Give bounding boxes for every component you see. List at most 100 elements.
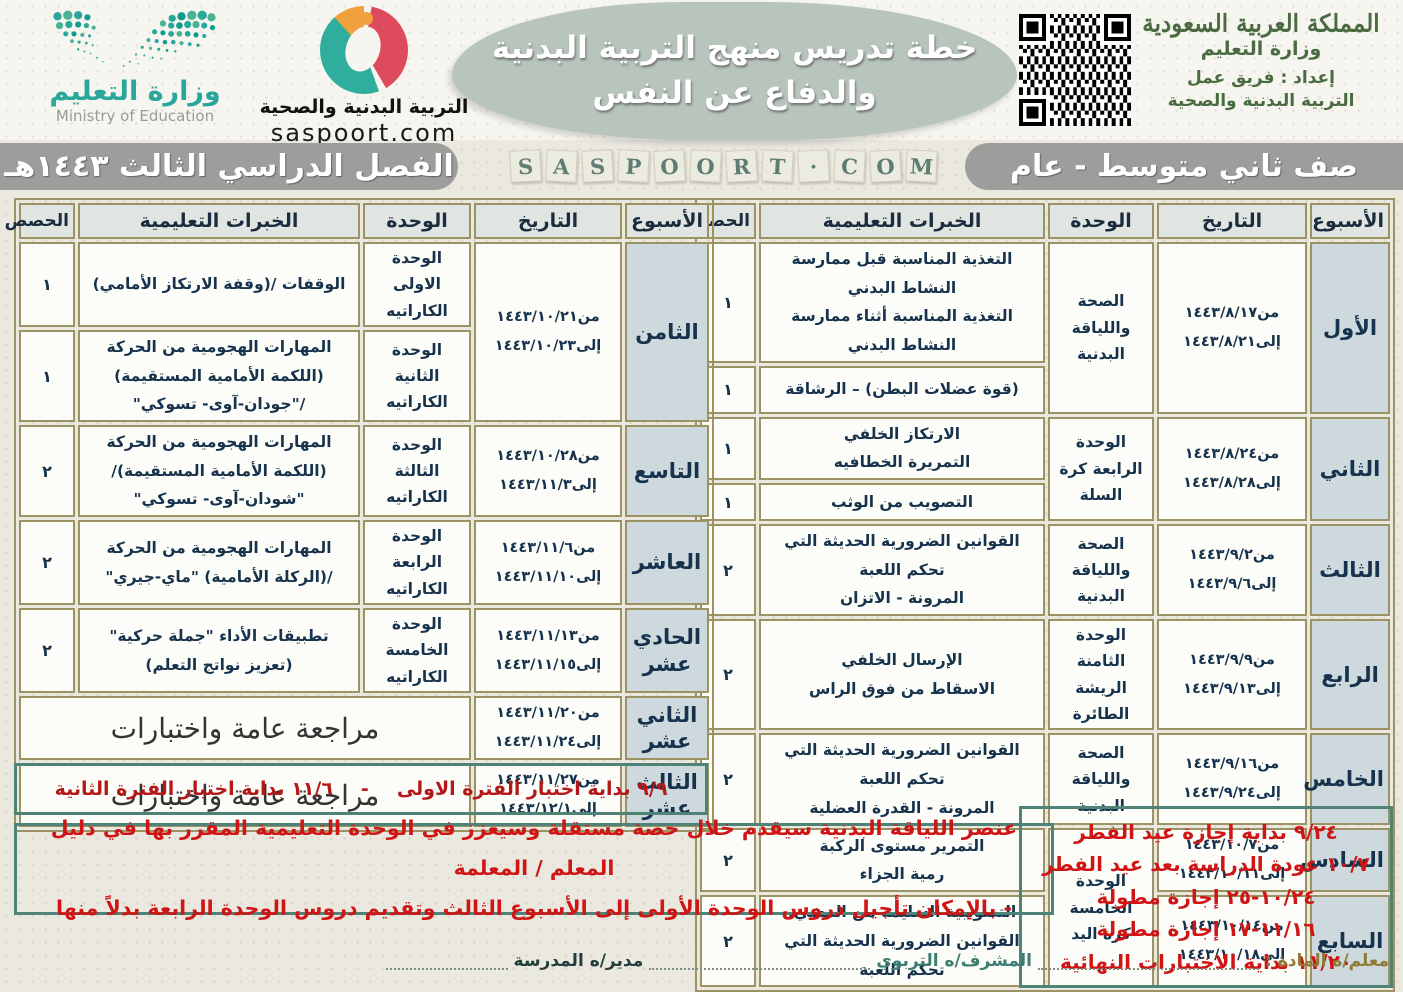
exam-note-first: ٩/٩ بداية اختبار الفترة الاولى	[396, 778, 668, 800]
fitness-note-line1: عنصر اللياقة البدنية سيقدم خلال حصة مستق…	[50, 816, 1018, 881]
col-header-unit: الوحدة	[1048, 203, 1154, 239]
signature-line	[649, 953, 871, 970]
ministry-of-education-logo: وزارة التعليم Ministry of Education	[17, 8, 253, 125]
experience-cell: التمرير مستوى الركبة رمية الجزاء	[759, 828, 1045, 893]
watermark-letter: A	[544, 149, 578, 183]
col-header-experiences: الخبرات التعليمية	[78, 203, 360, 239]
watermark-letter: S	[508, 149, 542, 183]
date-cell: من١٤٤٣/١٠/٢١ إلى١٤٤٣/١٠/٢٣	[474, 242, 622, 423]
holiday-line: ١١/٢٠ بداية الاختبارات النهائية	[1059, 949, 1353, 974]
signature-line	[385, 953, 508, 970]
signature-footer: معلم/ه المادة : المشرف/ه التربوي مدير/ه …	[380, 944, 1389, 978]
watermark-letter: P	[616, 149, 650, 183]
periods-cell: ٢	[700, 733, 756, 826]
periods-cell: ٢	[700, 895, 756, 988]
saspoort-circle-icon	[320, 6, 408, 94]
gov-country: المملكة العربية السعودية	[1142, 9, 1380, 38]
watermark-letter: O	[868, 149, 902, 183]
periods-cell: ٢	[700, 828, 756, 893]
experience-cell: تطبيقات الأداء "جملة حركية" (تعزيز نواتج …	[78, 608, 360, 694]
date-cell: من١٤٤٣/١١/٢٠ إلى١٤٤٣/١١/٢٤	[474, 696, 622, 761]
schedule-table-weeks-8-13: الأسبوع التاريخ الوحدة الخبرات التعليمية…	[5, 198, 714, 833]
holiday-line: ٩/٢٤ بداية إجازة عيد الفطر	[1074, 820, 1338, 845]
signature-line	[1037, 953, 1259, 970]
page-title: خطة تدريس منهج التربية البدنية والدفاع ع…	[452, 2, 1017, 140]
date-cell: من١٤٤٣/١١/٢٧ إلى١٤٤٣/١٢/١	[474, 763, 622, 828]
experience-cell: التغذية المناسبة قبل ممارسة النشاط البدن…	[759, 242, 1045, 363]
week-cell: الخامس	[1303, 733, 1390, 826]
saspoort-logo: التربية البدنية والصحية saspoort.com	[248, 4, 480, 147]
schedule-table-weeks-1-7: الأسبوع التاريخ الوحدة الخبرات التعليمية…	[686, 198, 1395, 992]
periods-cell: ٢	[700, 619, 756, 731]
moe-title-arabic: وزارة التعليم	[49, 76, 221, 107]
periods-cell: ١	[700, 483, 756, 522]
grade-banner: صف ثاني متوسط - عام	[965, 143, 1403, 190]
unit-cell: الوحدة الخامسة كرة اليد	[1048, 828, 1154, 988]
exam-note-second: ١١/٦ بداية اختبار الفترة الثانية	[54, 778, 333, 800]
holidays-box: ٩/٢٤ بداية إجازة عيد الفطر ١٠/٧ عودة الد…	[1019, 806, 1393, 988]
saspoort-watermark: S A S P O O R T · C O M	[508, 149, 938, 183]
gov-header-block: المملكة العربية السعودية وزارة التعليم إ…	[1125, 8, 1397, 113]
supervisor-label: المشرف/ه التربوي	[876, 951, 1032, 971]
experience-cell: المهارات الهجومية من الحركة (اللكمة الأم…	[78, 425, 360, 518]
periods-cell: ٢	[19, 520, 75, 606]
holiday-line: ١٠/٧ عودة الدراسة بعد عيد الفطر	[1042, 852, 1370, 877]
col-header-unit: الوحدة	[363, 203, 471, 239]
page-title-line2: والدفاع عن النفس	[592, 75, 877, 111]
unit-cell: الوحدة الرابعة الكاراتيه	[363, 520, 471, 606]
unit-cell: الوحدة الثامنة الريشة الطائرة	[1048, 619, 1154, 731]
saspoort-url: saspoort.com	[270, 119, 458, 147]
experience-cell: التصويب من الوثب	[759, 483, 1045, 522]
periods-cell: ٢	[19, 425, 75, 518]
watermark-letter: S	[580, 149, 614, 183]
date-cell: من١٤٤٣/١١/١٣ إلى١٤٤٣/١١/١٥	[474, 608, 622, 694]
periods-cell: ١	[19, 330, 75, 423]
principal-label: مدير/ه المدرسة	[513, 951, 644, 971]
unit-cell: الصحة واللياقة البدنية	[1048, 524, 1154, 617]
unit-cell: الصحة واللياقة البدنية	[1048, 733, 1154, 826]
experience-cell: التصويبية السليمة من المشي. القوانين الضر…	[759, 895, 1045, 988]
unit-cell: الصحة واللياقة البدنية	[1048, 242, 1154, 414]
fitness-note: عنصر اللياقة البدنية سيقدم خلال حصة مستق…	[14, 816, 1054, 920]
moe-title-english: Ministry of Education	[55, 107, 215, 125]
moe-dots-icon	[53, 10, 216, 67]
col-header-periods: الحصص	[5, 203, 75, 239]
experience-cell: الارتكاز الخلفي التمريرة الخطافيه	[759, 416, 1045, 481]
unit-cell: الوحدة الثالثة الكاراتيه	[363, 425, 471, 518]
experience-cell: المهارات الهجومية من الحركة /(الركلة الأ…	[78, 520, 360, 606]
experience-cell: المهارات الهجومية من الحركة (اللكمة الأم…	[78, 330, 360, 423]
watermark-letter: T	[760, 149, 794, 183]
saspoort-title: التربية البدنية والصحية	[259, 96, 469, 118]
review-cell: مراجعة عامة واختبارات	[19, 696, 471, 761]
holiday-line: ١٠/٢٤-٢٥ إجازة مطولة	[1096, 884, 1316, 909]
date-cell: من١٤٤٣/١٠/٧ إلى١٤٤٣/١٠/١١	[1157, 828, 1307, 893]
exam-periods-note: ٩/٩ بداية اختبار الفترة الاولى - ١١/٦ بد…	[14, 763, 708, 815]
week-cell: الأول	[1310, 242, 1390, 414]
watermark-letter: C	[832, 149, 866, 183]
exam-note-separator: -	[360, 778, 369, 800]
date-cell: من١٤٤٣/٨/٢٤ إلى١٤٤٣/٨/٢٨	[1157, 416, 1307, 522]
page-title-line1: خطة تدريس منهج التربية البدنية	[491, 30, 978, 67]
date-cell: من١٤٤٣/٩/٢ إلى١٤٤٣/٩/٦	[1157, 524, 1307, 617]
col-header-date: التاريخ	[474, 203, 622, 239]
date-cell: من١٤٤٣/٩/٩ إلى١٤٤٣/٩/١٣	[1157, 619, 1307, 731]
watermark-letter: R	[724, 149, 758, 183]
week-cell: الثامن	[625, 242, 709, 423]
fitness-note-line2: - بالإمكان تأجيل دروس الوحدة الأولى إلى …	[56, 895, 1012, 920]
subject-teacher-label: معلم/ه المادة :	[1264, 951, 1389, 971]
unit-cell: الوحدة الاولى الكاراتيه	[363, 242, 471, 328]
week-cell: الثاني عشر	[625, 696, 709, 761]
week-cell: الرابع	[1310, 619, 1390, 731]
col-header-experiences: الخبرات التعليمية	[759, 203, 1045, 239]
experience-cell: الوقفات /(وقفة الارتكاز الأمامي)	[78, 242, 360, 328]
experience-cell: (قوة عضلات البطن) – الرشاقة	[759, 365, 1045, 414]
watermark-letter: M	[904, 149, 938, 183]
col-header-week: الأسبوع	[1310, 203, 1390, 239]
week-cell: الحادي عشر	[625, 608, 709, 694]
unit-cell: الوحدة الثانية الكاراتيه	[363, 330, 471, 423]
col-header-week: الأسبوع	[625, 203, 709, 239]
experience-cell: الإرسال الخلفي الاسقاط من فوق الراس	[759, 619, 1045, 731]
unit-cell: الوحدة الرابعة كرة السلة	[1048, 416, 1154, 522]
gov-team: التربية البدنية والصحية	[1167, 90, 1355, 111]
